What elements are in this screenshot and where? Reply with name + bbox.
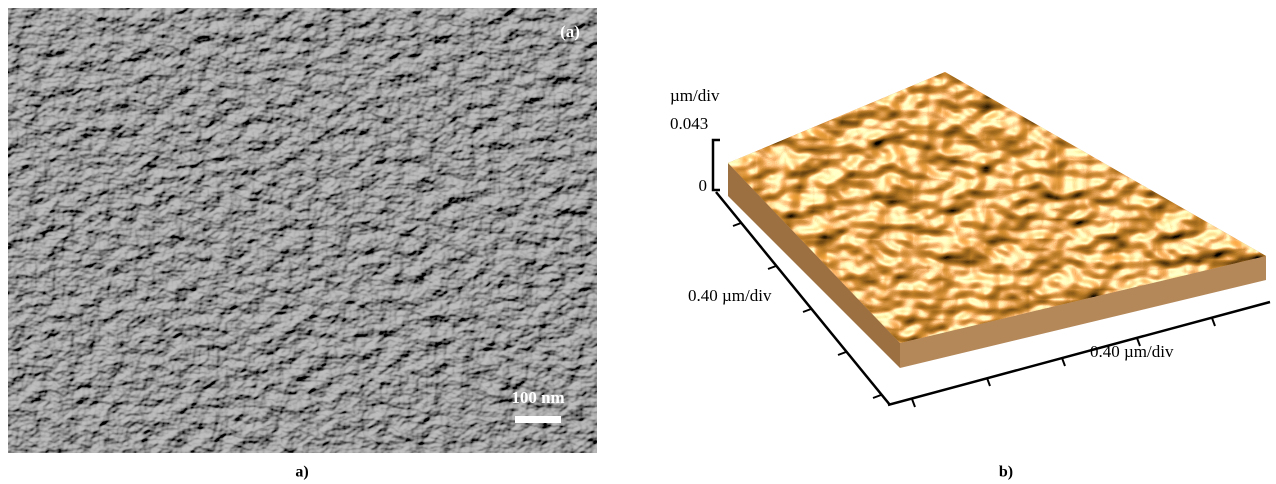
z-min-label: 0 xyxy=(699,176,708,195)
tick xyxy=(1061,357,1066,367)
z-max-label: 0.043 xyxy=(670,114,708,133)
tick xyxy=(986,377,991,387)
caption: a) xyxy=(295,464,308,481)
tick xyxy=(732,222,742,227)
side-face-right xyxy=(900,256,1266,368)
z-axis xyxy=(711,138,720,192)
tick xyxy=(911,398,916,408)
tick xyxy=(837,351,847,356)
x-axis xyxy=(887,300,1271,407)
tick xyxy=(767,265,777,270)
afm-surface xyxy=(728,72,1266,343)
tick xyxy=(1136,337,1141,347)
caption: b) xyxy=(999,464,1013,481)
axes xyxy=(711,138,1271,407)
side-face-left xyxy=(728,163,900,368)
y-axis-label: 0.40 µm/div xyxy=(688,286,772,305)
z-unit: µm/div xyxy=(670,86,720,105)
panel-label: (a) xyxy=(560,22,580,41)
scale-bar-label: 100 nm xyxy=(511,388,564,407)
tick xyxy=(872,394,882,399)
sem-image xyxy=(8,8,597,453)
y-axis xyxy=(715,191,891,406)
tick xyxy=(802,308,812,313)
scale-bar xyxy=(515,416,561,423)
axis-ticks xyxy=(732,222,1216,408)
x-axis-label: 0.40 µm/div xyxy=(1090,342,1174,361)
tick xyxy=(1211,317,1216,327)
